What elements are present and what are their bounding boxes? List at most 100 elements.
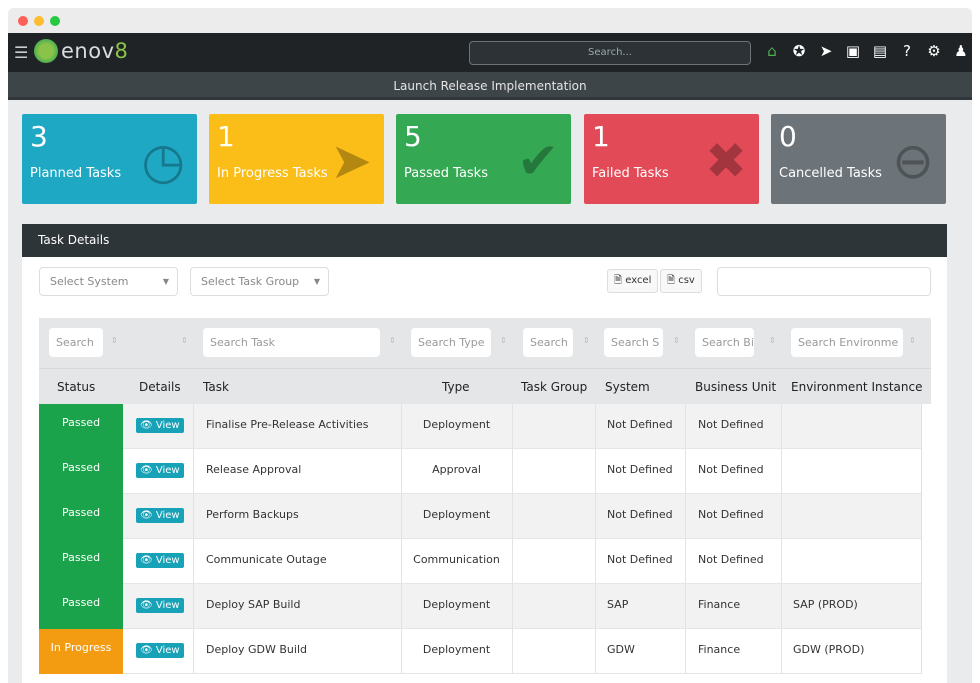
task-type: Deployment [422, 643, 491, 656]
column-header-type[interactable]: Type [442, 380, 470, 394]
status-badge: Passed [39, 404, 123, 449]
excel-export-button[interactable]: 🗎 excel [607, 269, 659, 293]
column-header-system[interactable]: System [605, 380, 650, 394]
user-icon[interactable]: ♟ [954, 42, 968, 60]
column-header-task[interactable]: Task [203, 380, 229, 394]
menu-icon[interactable]: ☰ [14, 43, 29, 62]
arrow-icon: ➤ [330, 132, 372, 190]
csv-label: csv [678, 275, 695, 286]
sort-icon[interactable]: ⇕ [389, 336, 396, 345]
sort-icon[interactable]: ⇕ [111, 336, 118, 345]
calendar-icon[interactable]: ▣ [845, 42, 861, 60]
task-name: Communicate Outage [206, 553, 327, 566]
app-window: ☰ enov8 Search... ⌂ ✪ ➤ ▣ ▤ ? ⚙ ♟ Launch… [8, 8, 972, 683]
csv-export-button[interactable]: 🗎 csv [660, 269, 702, 293]
task-name: Deploy GDW Build [206, 643, 307, 656]
column-header-business-unit[interactable]: Business Unit [695, 380, 777, 394]
card-count: 1 [592, 120, 610, 153]
star-icon[interactable]: ✪ [792, 42, 806, 60]
card-passed-tasks[interactable]: 5 Passed Tasks ✔ [396, 114, 571, 204]
task-type: Communication [413, 553, 500, 566]
minimize-window-button[interactable] [34, 16, 44, 26]
business-unit: Not Defined [698, 463, 764, 476]
environment-instance: SAP (PROD) [793, 598, 858, 611]
card-label: Failed Tasks [592, 166, 669, 181]
view-label: View [155, 645, 180, 656]
card-planned-tasks[interactable]: 3 Planned Tasks ◷ [22, 114, 197, 204]
title-bar [8, 8, 972, 33]
view-button[interactable]: 👁 View [136, 598, 184, 613]
column-filter-input[interactable]: Search [523, 328, 573, 357]
rocket-icon[interactable]: ➤ [819, 42, 833, 60]
task-type: Deployment [422, 598, 491, 611]
view-button[interactable]: 👁 View [136, 418, 184, 433]
logo[interactable]: enov8 [34, 39, 128, 63]
filter-row: Search ⇕ ⇕ Search Task ⇕ Search Type ⇕ Search ⇕ S… [39, 318, 931, 368]
business-unit: Not Defined [698, 553, 764, 566]
table-row: Passed 👁 View Communicate Outage Communi… [39, 539, 931, 584]
help-icon[interactable]: ? [903, 42, 911, 60]
task-type: Deployment [422, 418, 491, 431]
column-filter-input[interactable]: Search Environme [791, 328, 903, 357]
column-filter-input[interactable]: Search Task [203, 328, 380, 357]
task-type: Deployment [422, 508, 491, 521]
table-scrollbar[interactable] [921, 404, 931, 674]
sort-icon[interactable]: ⇕ [583, 336, 590, 345]
sort-icon[interactable]: ⇕ [769, 336, 776, 345]
card-in-progress-tasks[interactable]: 1 In Progress Tasks ➤ [209, 114, 384, 204]
check-icon: ✔ [517, 132, 559, 190]
column-filter-input[interactable]: Search [49, 328, 103, 357]
select-system-dropdown[interactable]: Select System ▼ [39, 267, 178, 296]
table-row: Passed 👁 View Deploy SAP Build Deploymen… [39, 584, 931, 629]
task-type: Approval [432, 463, 481, 476]
sort-icon[interactable]: ⇕ [500, 336, 507, 345]
maximize-window-button[interactable] [50, 16, 60, 26]
system: Not Defined [607, 553, 673, 566]
presentation-icon[interactable]: ▤ [872, 42, 888, 60]
close-window-button[interactable] [18, 16, 28, 26]
card-count: 0 [779, 120, 797, 153]
task-name: Perform Backups [206, 508, 299, 521]
view-label: View [155, 465, 180, 476]
view-label: View [155, 555, 180, 566]
column-filter-input[interactable]: Search Bi [695, 328, 754, 357]
card-failed-tasks[interactable]: 1 Failed Tasks ✖ [584, 114, 759, 204]
column-filter-input[interactable]: Search S [604, 328, 663, 357]
logo-suffix: 8 [114, 39, 129, 63]
global-search-input[interactable]: Search... [469, 41, 751, 65]
view-button[interactable]: 👁 View [136, 643, 184, 658]
status-badge: Passed [39, 539, 123, 584]
sort-icon[interactable]: ⇕ [181, 336, 188, 345]
sort-icon[interactable]: ⇕ [673, 336, 680, 345]
environment-instance: GDW (PROD) [793, 643, 865, 656]
card-label: Cancelled Tasks [779, 166, 882, 181]
view-button[interactable]: 👁 View [136, 508, 184, 523]
select-task-group-dropdown[interactable]: Select Task Group ▼ [190, 267, 329, 296]
sort-icon[interactable]: ⇕ [909, 336, 916, 345]
system: Not Defined [607, 508, 673, 521]
view-button[interactable]: 👁 View [136, 553, 184, 568]
system: Not Defined [607, 418, 673, 431]
view-button[interactable]: 👁 View [136, 463, 184, 478]
column-header-status[interactable]: Status [57, 380, 96, 394]
top-navbar: ☰ enov8 Search... ⌂ ✪ ➤ ▣ ▤ ? ⚙ ♟ [8, 33, 972, 72]
task-name: Finalise Pre-Release Activities [206, 418, 369, 431]
column-filter-input[interactable]: Search Type [411, 328, 491, 357]
card-cancelled-tasks[interactable]: 0 Cancelled Tasks ⊖ [771, 114, 946, 204]
eye-icon: 👁 [140, 555, 156, 566]
chevron-down-icon: ▼ [313, 277, 320, 286]
view-label: View [155, 600, 180, 611]
gear-icon[interactable]: ⚙ [927, 42, 941, 60]
excel-icon: 🗎 [614, 275, 626, 286]
column-header-task-group[interactable]: Task Group [521, 380, 588, 394]
card-label: Planned Tasks [30, 166, 122, 181]
column-header-environment-instance[interactable]: Environment Instance [791, 380, 923, 394]
status-badge: Passed [39, 584, 123, 629]
page-title: Launch Release Implementation [8, 72, 972, 100]
card-count: 5 [404, 120, 422, 153]
home-icon[interactable]: ⌂ [767, 42, 777, 60]
column-header-details[interactable]: Details [139, 380, 181, 394]
alarm-clock-icon: ◷ [141, 132, 185, 190]
table-search-input[interactable] [717, 267, 931, 296]
task-name: Deploy SAP Build [206, 598, 301, 611]
